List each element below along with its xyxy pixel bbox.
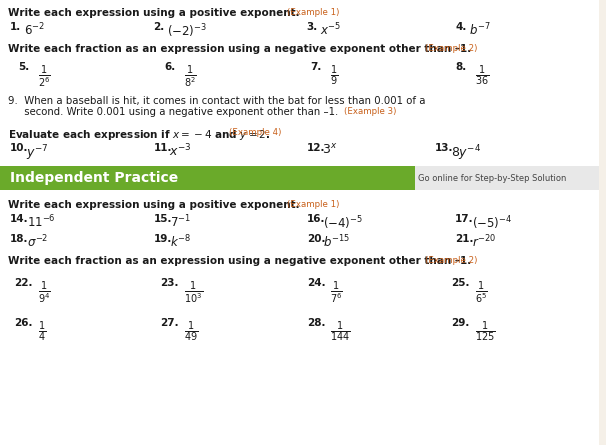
Text: 26.: 26. [14,318,32,328]
Text: 24.: 24. [307,278,325,288]
Text: $\frac{1}{144}$: $\frac{1}{144}$ [330,320,351,344]
Text: $b^{-15}$: $b^{-15}$ [324,234,350,251]
Text: $\frac{1}{6^5}$: $\frac{1}{6^5}$ [475,280,488,306]
FancyBboxPatch shape [0,166,416,190]
Text: $\frac{1}{8^2}$: $\frac{1}{8^2}$ [184,64,197,90]
Text: Write each fraction as an expression using a negative exponent other than –1.: Write each fraction as an expression usi… [8,44,471,54]
Text: $r^{-20}$: $r^{-20}$ [472,234,496,251]
Text: Write each fraction as an expression using a negative exponent other than –1.: Write each fraction as an expression usi… [8,256,471,266]
Text: $7^{-1}$: $7^{-1}$ [170,214,191,231]
Text: 6.: 6. [164,62,176,72]
Text: $(-5)^{-4}$: $(-5)^{-4}$ [472,214,512,231]
Text: 1.: 1. [10,22,21,32]
Text: 23.: 23. [160,278,179,288]
Text: 4.: 4. [455,22,467,32]
Text: Go online for Step-by-Step Solution: Go online for Step-by-Step Solution [418,174,567,182]
Text: 11.: 11. [153,143,172,153]
Text: (Example 2): (Example 2) [425,256,478,265]
Text: 14.: 14. [10,214,28,224]
Text: $\frac{1}{2^6}$: $\frac{1}{2^6}$ [38,64,50,90]
Text: $y^{-7}$: $y^{-7}$ [25,143,48,162]
Text: Independent Practice: Independent Practice [10,171,178,185]
Text: (Example 1): (Example 1) [287,200,339,209]
Text: 3.: 3. [307,22,318,32]
Text: 27.: 27. [160,318,179,328]
Text: 12.: 12. [307,143,325,153]
Text: 22.: 22. [14,278,32,288]
FancyBboxPatch shape [0,190,599,445]
Text: 9.  When a baseball is hit, it comes in contact with the bat for less than 0.001: 9. When a baseball is hit, it comes in c… [8,96,425,106]
Text: 16.: 16. [307,214,325,224]
Text: 2.: 2. [153,22,165,32]
Text: 10.: 10. [10,143,28,153]
Text: (Example 2): (Example 2) [425,44,478,53]
Text: (Example 4): (Example 4) [230,128,282,137]
Text: $3^x$: $3^x$ [322,143,338,157]
Text: $6^{-2}$: $6^{-2}$ [24,22,45,39]
Text: $\frac{1}{125}$: $\frac{1}{125}$ [475,320,495,344]
Text: 19.: 19. [153,234,171,244]
Text: 18.: 18. [10,234,28,244]
Text: $b^{-7}$: $b^{-7}$ [469,22,491,39]
Text: $x^{-3}$: $x^{-3}$ [169,143,191,160]
Text: second. Write 0.001 using a negative exponent other than –1.: second. Write 0.001 using a negative exp… [8,107,338,117]
Text: $(-2)^{-3}$: $(-2)^{-3}$ [167,22,207,40]
Text: Write each expression using a positive exponent.: Write each expression using a positive e… [8,8,299,18]
Text: 28.: 28. [307,318,325,328]
Text: $\frac{1}{9^4}$: $\frac{1}{9^4}$ [38,280,50,306]
Text: $(-4)^{-5}$: $(-4)^{-5}$ [324,214,364,231]
Text: $k^{-8}$: $k^{-8}$ [170,234,191,251]
Text: (Example 1): (Example 1) [287,8,339,17]
Text: 8.: 8. [455,62,466,72]
Text: 25.: 25. [451,278,470,288]
Text: $\frac{1}{4}$: $\frac{1}{4}$ [38,320,46,344]
Text: $\sigma^{-2}$: $\sigma^{-2}$ [27,234,48,251]
Text: Write each expression using a positive exponent.: Write each expression using a positive e… [8,200,299,210]
Text: $11^{-6}$: $11^{-6}$ [27,214,55,231]
Text: $\frac{1}{7^6}$: $\frac{1}{7^6}$ [330,280,343,306]
Text: 15.: 15. [153,214,172,224]
Text: 5.: 5. [18,62,29,72]
Text: $8y^{-4}$: $8y^{-4}$ [451,143,481,162]
Text: Evaluate each expression if $x = -4$ and $y = 2$.: Evaluate each expression if $x = -4$ and… [8,128,270,142]
Text: $x^{-5}$: $x^{-5}$ [321,22,342,39]
Text: $\frac{1}{10^3}$: $\frac{1}{10^3}$ [184,280,203,306]
Text: $\frac{1}{36}$: $\frac{1}{36}$ [475,64,489,89]
Text: 13.: 13. [435,143,454,153]
Text: (Example 3): (Example 3) [344,107,396,116]
FancyBboxPatch shape [416,166,599,190]
Text: 20.: 20. [307,234,325,244]
Text: 29.: 29. [451,318,470,328]
Text: 7.: 7. [311,62,322,72]
Text: 21.: 21. [455,234,473,244]
Text: 17.: 17. [455,214,474,224]
FancyBboxPatch shape [0,0,599,222]
Text: $\frac{1}{49}$: $\frac{1}{49}$ [184,320,198,344]
Text: $\frac{1}{9}$: $\frac{1}{9}$ [330,64,339,89]
